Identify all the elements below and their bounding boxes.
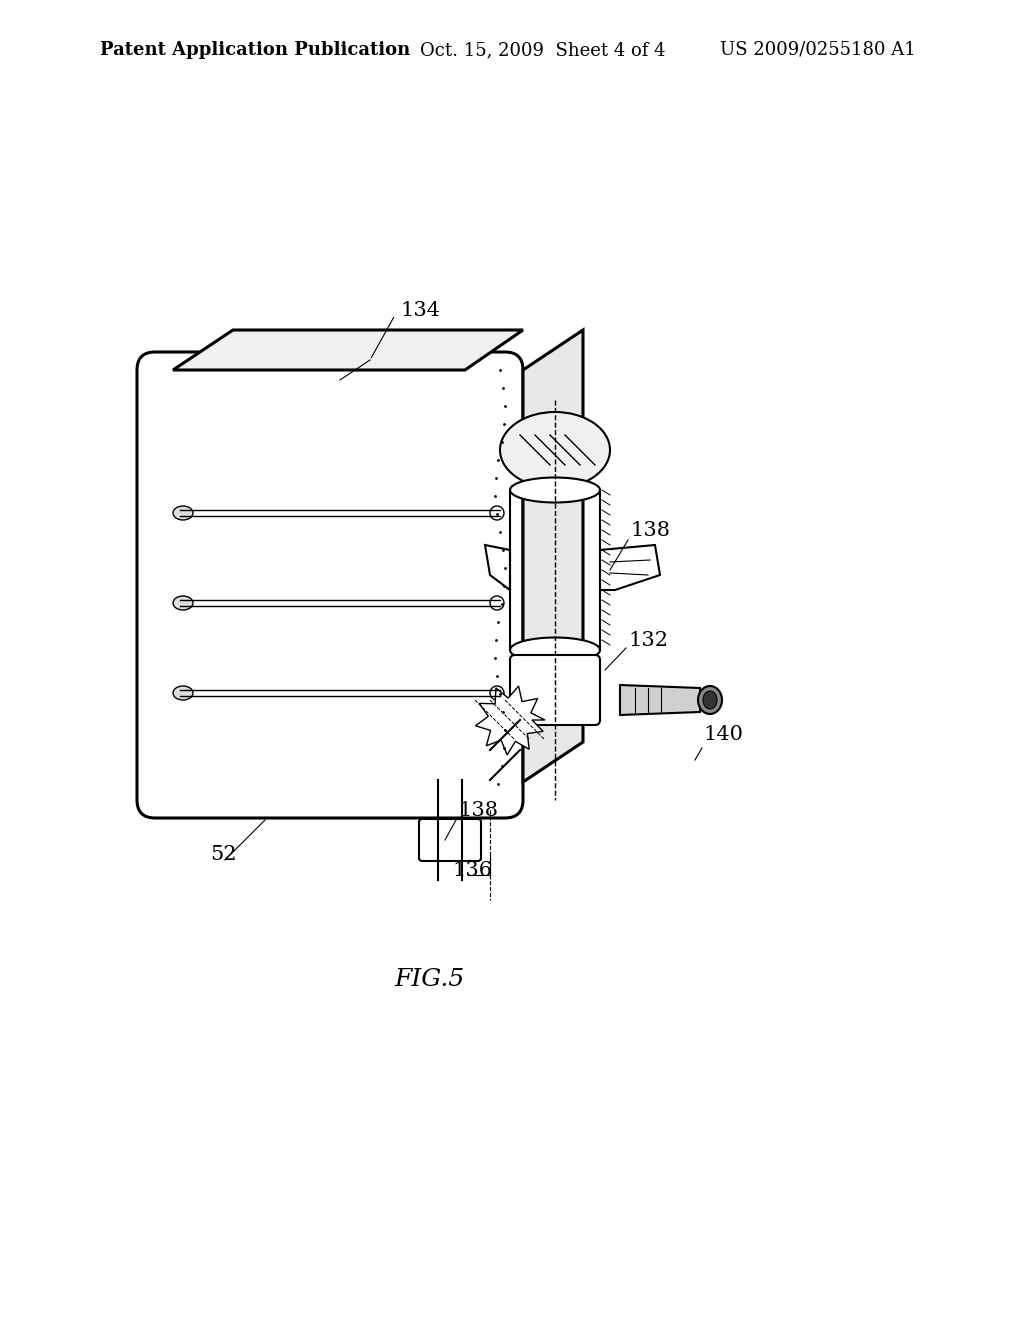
- Text: FIG.5: FIG.5: [395, 969, 465, 991]
- Ellipse shape: [490, 686, 504, 700]
- Ellipse shape: [703, 690, 717, 709]
- Text: 132: 132: [628, 631, 668, 649]
- Text: 134: 134: [400, 301, 440, 319]
- Ellipse shape: [173, 506, 193, 520]
- Text: US 2009/0255180 A1: US 2009/0255180 A1: [720, 41, 915, 59]
- FancyBboxPatch shape: [510, 655, 600, 725]
- FancyBboxPatch shape: [419, 818, 481, 861]
- Text: 138: 138: [630, 520, 670, 540]
- Text: 136: 136: [452, 861, 492, 879]
- Polygon shape: [173, 330, 523, 370]
- Ellipse shape: [490, 506, 504, 520]
- Text: Oct. 15, 2009  Sheet 4 of 4: Oct. 15, 2009 Sheet 4 of 4: [420, 41, 666, 59]
- Text: 138: 138: [458, 800, 498, 820]
- Polygon shape: [485, 545, 510, 590]
- Polygon shape: [620, 685, 700, 715]
- Text: 140: 140: [703, 726, 743, 744]
- Ellipse shape: [510, 638, 600, 663]
- Ellipse shape: [500, 412, 610, 488]
- Polygon shape: [600, 545, 660, 590]
- Ellipse shape: [173, 597, 193, 610]
- Text: Patent Application Publication: Patent Application Publication: [100, 41, 411, 59]
- FancyBboxPatch shape: [137, 352, 523, 818]
- Text: 52: 52: [210, 846, 237, 865]
- Polygon shape: [475, 686, 545, 755]
- Polygon shape: [523, 330, 583, 781]
- Ellipse shape: [173, 686, 193, 700]
- Ellipse shape: [698, 686, 722, 714]
- Ellipse shape: [490, 597, 504, 610]
- Ellipse shape: [510, 478, 600, 503]
